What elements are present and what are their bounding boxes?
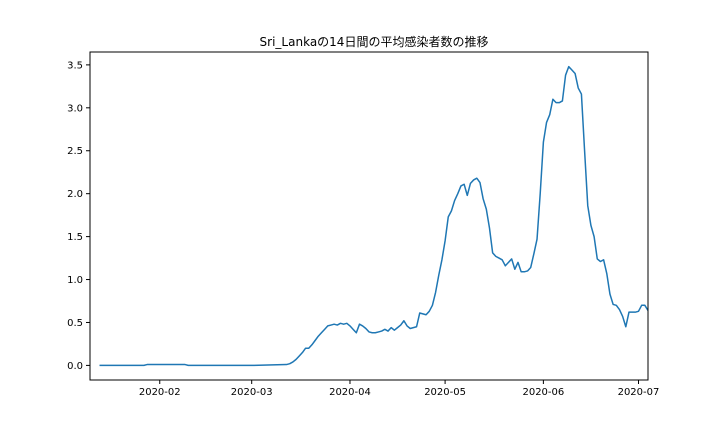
y-tick-label: 3.0: [67, 103, 83, 114]
x-tick-label: 2020-03: [231, 387, 273, 398]
y-axis: 0.0 0.5 1.0 1.5 2.0 2.5 3.0 3.5: [67, 60, 90, 372]
x-tick-label: 2020-06: [522, 387, 564, 398]
plot-frame: [89, 51, 649, 381]
y-tick-label: 3.5: [67, 60, 83, 71]
series-line: [99, 65, 649, 367]
x-tick-label: 2020-04: [329, 387, 371, 398]
x-tick-label: 2020-05: [424, 387, 466, 398]
x-axis: 2020-02 2020-03 2020-04 2020-05 2020-06 2020-…: [139, 380, 660, 398]
x-tick-label: 2020-02: [139, 387, 181, 398]
y-tick-label: 2.0: [67, 189, 83, 200]
x-tick-label: 2020-07: [618, 387, 660, 398]
chart-title: Sri_Lankaの14日間の平均感染者数の推移: [260, 34, 489, 49]
y-tick-label: 1.5: [67, 232, 83, 243]
series-layer: [99, 65, 649, 367]
y-tick-label: 0.5: [67, 318, 83, 329]
y-tick-label: 0.0: [67, 361, 83, 372]
y-tick-label: 2.5: [67, 146, 83, 157]
y-tick-label: 1.0: [67, 275, 83, 286]
